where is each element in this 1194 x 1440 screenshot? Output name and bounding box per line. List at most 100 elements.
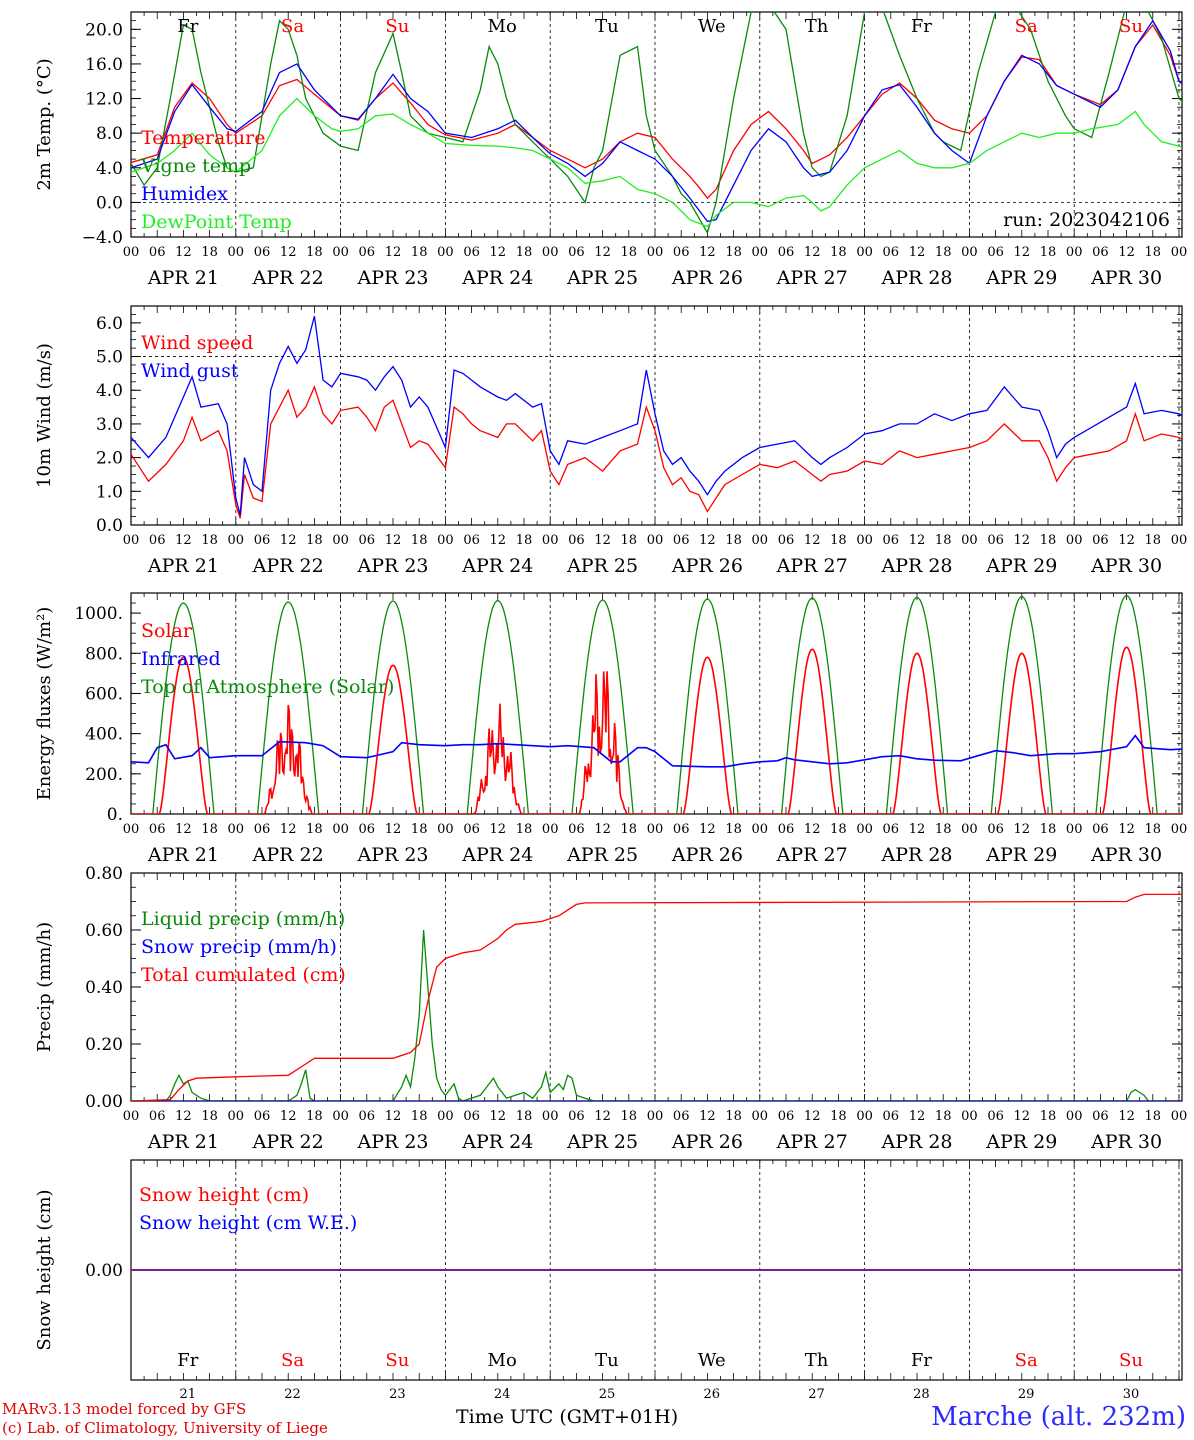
hour-tick-label: 18 bbox=[935, 1109, 952, 1124]
hour-tick-label: 06 bbox=[987, 245, 1004, 260]
y-tick-label: 6.0 bbox=[96, 314, 123, 334]
hour-tick-label: 12 bbox=[699, 245, 716, 260]
y-axis-label: 10m Wind (m/s) bbox=[34, 343, 55, 488]
hour-tick-label: 00 bbox=[123, 245, 140, 260]
legend-entry: Snow precip (mm/h) bbox=[141, 936, 337, 958]
hour-tick-label: 12 bbox=[280, 1109, 297, 1124]
hour-tick-label: 12 bbox=[385, 533, 402, 548]
date-label: APR 27 bbox=[776, 267, 848, 289]
day-number-label: 27 bbox=[808, 1387, 825, 1402]
hour-tick-label: 18 bbox=[411, 245, 428, 260]
hour-tick-label: 00 bbox=[123, 822, 140, 837]
hour-tick-label: 00 bbox=[856, 822, 873, 837]
hour-tick-label: 18 bbox=[1040, 822, 1057, 837]
hour-tick-label: 00 bbox=[123, 533, 140, 548]
hour-tick-label: 06 bbox=[568, 245, 585, 260]
hour-tick-label: 00 bbox=[752, 245, 769, 260]
hour-tick-label: 18 bbox=[621, 533, 638, 548]
hour-tick-label: 18 bbox=[725, 1109, 742, 1124]
hour-tick-label: 12 bbox=[699, 533, 716, 548]
hour-tick-label: 00 bbox=[961, 1109, 978, 1124]
date-label: APR 28 bbox=[880, 844, 952, 866]
y-tick-label: 1.0 bbox=[96, 482, 123, 502]
hour-tick-label: 12 bbox=[490, 1109, 507, 1124]
hour-tick-label: 18 bbox=[830, 245, 847, 260]
hour-tick-label: 06 bbox=[254, 533, 271, 548]
hour-tick-label: 06 bbox=[149, 533, 166, 548]
hour-tick-label: 18 bbox=[411, 822, 428, 837]
series-line-2 bbox=[131, 12, 1182, 235]
hour-tick-label: 12 bbox=[490, 533, 507, 548]
hour-tick-label: 18 bbox=[306, 822, 323, 837]
hour-tick-label: 00 bbox=[542, 1109, 559, 1124]
weekday-label: Fr bbox=[177, 16, 198, 37]
weekday-label: Th bbox=[805, 1350, 829, 1371]
hour-tick-label: 06 bbox=[568, 533, 585, 548]
hour-tick-label: 12 bbox=[909, 245, 926, 260]
hour-tick-label: 12 bbox=[909, 533, 926, 548]
hour-tick-label: 06 bbox=[254, 1109, 271, 1124]
y-tick-label: 4.0 bbox=[96, 381, 123, 401]
hour-tick-label: 00 bbox=[437, 822, 454, 837]
hour-tick-label: 06 bbox=[1092, 245, 1109, 260]
hour-tick-label: 00 bbox=[752, 533, 769, 548]
hour-tick-label: 00 bbox=[856, 533, 873, 548]
day-number-label: 25 bbox=[599, 1387, 616, 1402]
y-tick-label: 16.0 bbox=[85, 55, 123, 75]
hour-tick-label: 00 bbox=[647, 245, 664, 260]
weekday-label: Mo bbox=[488, 16, 517, 37]
hour-tick-label: 18 bbox=[935, 822, 952, 837]
hour-tick-label: 00 bbox=[437, 245, 454, 260]
hour-tick-label: 00 bbox=[1066, 245, 1083, 260]
hour-tick-label: 12 bbox=[909, 822, 926, 837]
y-tick-label: 0.40 bbox=[85, 978, 123, 998]
legend-entry: Humidex bbox=[141, 183, 228, 205]
y-tick-label: 400. bbox=[85, 725, 123, 745]
date-label: APR 29 bbox=[985, 844, 1057, 866]
date-label: APR 23 bbox=[356, 267, 428, 289]
date-label: APR 30 bbox=[1090, 844, 1162, 866]
hour-tick-label: 12 bbox=[594, 1109, 611, 1124]
legend-entry: Liquid precip (mm/h) bbox=[141, 908, 345, 930]
hour-tick-label: 00 bbox=[1171, 533, 1188, 548]
series-line-1 bbox=[131, 385, 1182, 519]
hour-tick-label: 18 bbox=[411, 1109, 428, 1124]
date-label: APR 25 bbox=[566, 844, 638, 866]
hour-tick-label: 12 bbox=[280, 533, 297, 548]
date-label: APR 25 bbox=[566, 267, 638, 289]
hour-tick-label: 12 bbox=[594, 245, 611, 260]
weekday-label: We bbox=[698, 1350, 726, 1371]
date-label: APR 21 bbox=[147, 844, 219, 866]
hour-tick-label: 06 bbox=[987, 533, 1004, 548]
hour-tick-label: 12 bbox=[385, 245, 402, 260]
hour-tick-label: 12 bbox=[909, 1109, 926, 1124]
hour-tick-label: 12 bbox=[175, 533, 192, 548]
hour-tick-label: 18 bbox=[306, 1109, 323, 1124]
date-label: APR 23 bbox=[356, 1131, 428, 1153]
hour-tick-label: 00 bbox=[1171, 822, 1188, 837]
hour-tick-label: 12 bbox=[1014, 1109, 1031, 1124]
series-group bbox=[131, 893, 1182, 1101]
hour-tick-label: 06 bbox=[359, 245, 376, 260]
hour-tick-label: 06 bbox=[778, 533, 795, 548]
hour-tick-label: 12 bbox=[1118, 822, 1135, 837]
hour-tick-label: 12 bbox=[804, 1109, 821, 1124]
hour-tick-label: 00 bbox=[961, 822, 978, 837]
hour-tick-label: 18 bbox=[201, 533, 218, 548]
hour-tick-label: 06 bbox=[359, 822, 376, 837]
date-label: APR 22 bbox=[252, 1131, 324, 1153]
credit-model: MARv3.13 model forced by GFS bbox=[2, 1400, 247, 1418]
panel-2: 00 06 12 18 00 06 12 18 00 06 12 18 00 06 12 18 00 06 12 18… bbox=[34, 305, 1188, 577]
date-label: APR 22 bbox=[252, 555, 324, 577]
y-tick-label: 3.0 bbox=[96, 415, 123, 435]
hour-tick-label: 06 bbox=[1092, 822, 1109, 837]
hour-tick-label: 00 bbox=[1171, 245, 1188, 260]
hour-tick-label: 06 bbox=[673, 822, 690, 837]
weekday-label: Tu bbox=[595, 1350, 619, 1371]
legend-entry: Vigne temp bbox=[140, 155, 251, 177]
series-line-4 bbox=[131, 97, 1182, 228]
hour-tick-label: 18 bbox=[1040, 533, 1057, 548]
hour-tick-label: 18 bbox=[830, 822, 847, 837]
y-tick-label: 4.0 bbox=[96, 159, 123, 179]
hour-tick-label: 18 bbox=[830, 1109, 847, 1124]
